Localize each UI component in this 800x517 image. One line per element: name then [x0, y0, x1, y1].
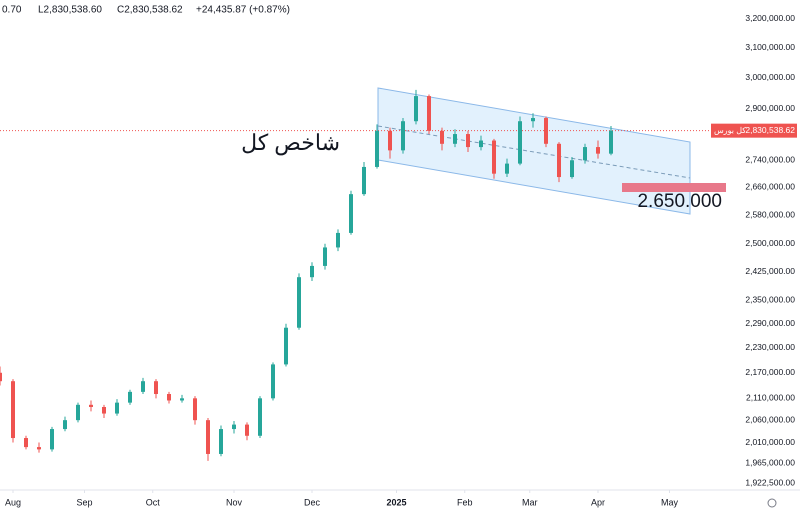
x-tick-label: Feb	[457, 497, 473, 507]
y-tick-label: 2,660,000.00	[745, 182, 795, 192]
candle-body	[24, 438, 28, 448]
candle-body	[37, 447, 41, 450]
candle-body	[50, 429, 54, 450]
candle-body	[596, 147, 600, 154]
level-marker	[622, 183, 726, 192]
candle-body	[284, 327, 288, 365]
y-tick-label: 1,965,000.00	[745, 457, 795, 467]
candle-body	[245, 424, 249, 436]
candle-body	[544, 118, 548, 144]
settings-icon[interactable]	[767, 498, 777, 508]
candle-body	[557, 143, 561, 178]
candle-body	[193, 398, 197, 421]
candle-body	[388, 130, 392, 151]
candle-body	[63, 420, 67, 430]
candle-body	[258, 398, 262, 436]
y-tick-label: 2,740,000.00	[745, 155, 795, 165]
candle-body	[76, 404, 80, 421]
x-tick-label: Dec	[304, 497, 321, 507]
candle-body	[102, 406, 106, 414]
candle-body	[570, 160, 574, 178]
header-close: C2,830,538.62	[117, 5, 183, 16]
candle-body	[141, 381, 145, 392]
price-tag	[711, 123, 797, 138]
y-tick-label: 2,290,000.00	[745, 318, 795, 328]
candle-body	[466, 134, 470, 148]
y-tick-label: 2,900,000.00	[745, 103, 795, 113]
header-change: +24,435.87 (+0.87%)	[196, 5, 290, 16]
candle-body	[219, 429, 223, 454]
candle-body	[401, 121, 405, 151]
y-tick-label: 2,580,000.00	[745, 209, 795, 219]
candle-body	[297, 277, 301, 328]
candle-body	[440, 130, 444, 144]
symbol-label: کل بورس	[714, 126, 746, 135]
y-tick-label: 3,100,000.00	[745, 42, 795, 52]
candle-body	[115, 402, 119, 414]
candle-body	[271, 364, 275, 399]
y-tick-label: 1,922,500.00	[745, 477, 795, 487]
y-tick-label: 2,060,000.00	[745, 414, 795, 424]
candle-body	[362, 166, 366, 195]
x-tick-label: 2025	[386, 497, 406, 507]
candle-body	[583, 147, 587, 161]
x-tick-label: Apr	[591, 497, 605, 507]
candle-body	[0, 372, 2, 382]
candle-body	[206, 420, 210, 454]
header-low: L2,830,538.60	[38, 5, 102, 16]
candle-body	[453, 134, 457, 144]
y-tick-label: 2,170,000.00	[745, 367, 795, 377]
header-open: 0.70	[2, 5, 22, 16]
candle-body	[518, 121, 522, 164]
candle-body	[310, 265, 314, 278]
candle-body	[609, 130, 613, 154]
candle-body	[336, 232, 340, 248]
channel-midline	[377, 125, 691, 179]
y-tick-label: 2,425,000.00	[745, 266, 795, 276]
x-tick-label: May	[661, 497, 679, 507]
candle-body	[479, 140, 483, 148]
x-tick-label: Mar	[522, 497, 538, 507]
candle-body	[492, 140, 496, 174]
candle-body	[375, 130, 379, 167]
candle-body	[505, 163, 509, 174]
y-tick-label: 2,010,000.00	[745, 437, 795, 447]
x-tick-label: Sep	[76, 497, 92, 507]
candle-body	[349, 194, 353, 233]
candle-body	[427, 96, 431, 131]
y-tick-label: 2,350,000.00	[745, 294, 795, 304]
x-tick-label: Nov	[226, 497, 243, 507]
candle-body	[323, 247, 327, 266]
candle-body	[89, 404, 93, 407]
candle-body	[232, 424, 236, 430]
y-tick-label: 2,230,000.00	[745, 342, 795, 352]
candle-body	[128, 391, 132, 403]
y-tick-label: 2,500,000.00	[745, 238, 795, 248]
last-price-label: 2,830,538.62	[745, 125, 795, 135]
candle-body	[154, 381, 158, 395]
x-tick-label: Aug	[5, 497, 21, 507]
candle-body	[414, 96, 418, 122]
y-tick-label: 2,110,000.00	[746, 393, 795, 403]
y-tick-label: 3,200,000.00	[745, 13, 795, 23]
candle-body	[11, 381, 15, 439]
annotation-level: 2.650.000	[637, 191, 722, 212]
annotation-title: شاخص کل	[241, 130, 340, 156]
candle-body	[531, 118, 535, 122]
candle-body	[167, 394, 171, 401]
y-tick-label: 3,000,000.00	[745, 72, 795, 82]
x-tick-label: Oct	[146, 497, 161, 507]
candle-body	[180, 398, 184, 401]
